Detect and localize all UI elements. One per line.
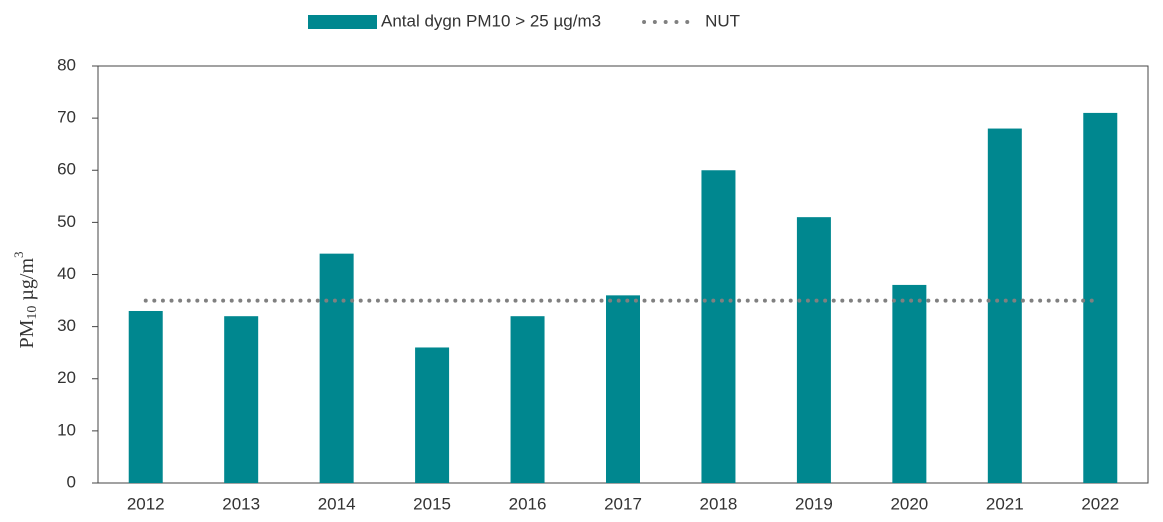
x-tick-label: 2017 bbox=[604, 494, 642, 513]
y-tick-label: 40 bbox=[57, 264, 76, 283]
bar bbox=[415, 347, 450, 483]
y-tick-label: 10 bbox=[57, 420, 76, 439]
x-tick-label: 2021 bbox=[986, 494, 1024, 513]
bar bbox=[510, 316, 545, 483]
x-tick-label: 2019 bbox=[795, 494, 833, 513]
y-tick-label: 0 bbox=[67, 472, 76, 491]
bar bbox=[319, 253, 354, 483]
x-tick-label: 2020 bbox=[890, 494, 928, 513]
y-tick-label: 20 bbox=[57, 368, 76, 387]
x-tick-label: 2015 bbox=[413, 494, 451, 513]
bar bbox=[796, 217, 831, 483]
y-label-sup: 3 bbox=[11, 251, 26, 258]
x-tick-label: 2013 bbox=[222, 494, 260, 513]
y-tick-label: 60 bbox=[57, 160, 76, 179]
y-label-part: PM bbox=[16, 319, 38, 348]
legend-swatch bbox=[308, 15, 377, 29]
legend-label: NUT bbox=[705, 11, 740, 30]
x-tick-label: 2012 bbox=[127, 494, 165, 513]
y-tick-label: 70 bbox=[57, 108, 76, 127]
y-label-sub: 10 bbox=[25, 306, 40, 320]
bar bbox=[701, 170, 736, 483]
y-label-part: µg/m bbox=[16, 258, 38, 306]
y-tick-label: 80 bbox=[57, 55, 76, 74]
bar bbox=[1083, 112, 1118, 483]
y-axis-label: PM10 µg/m3 bbox=[11, 251, 40, 348]
x-tick-label: 2014 bbox=[318, 494, 356, 513]
bar bbox=[606, 295, 640, 483]
x-tick-label: 2022 bbox=[1081, 494, 1119, 513]
y-tick-label: 30 bbox=[57, 316, 76, 335]
bar bbox=[224, 316, 259, 483]
bar bbox=[128, 310, 163, 483]
x-tick-label: 2018 bbox=[700, 494, 738, 513]
bar bbox=[987, 128, 1022, 484]
legend-label: Antal dygn PM10 > 25 µg/m3 bbox=[381, 11, 601, 30]
y-tick-label: 50 bbox=[57, 212, 76, 231]
x-tick-label: 2016 bbox=[509, 494, 547, 513]
bar bbox=[892, 284, 927, 483]
